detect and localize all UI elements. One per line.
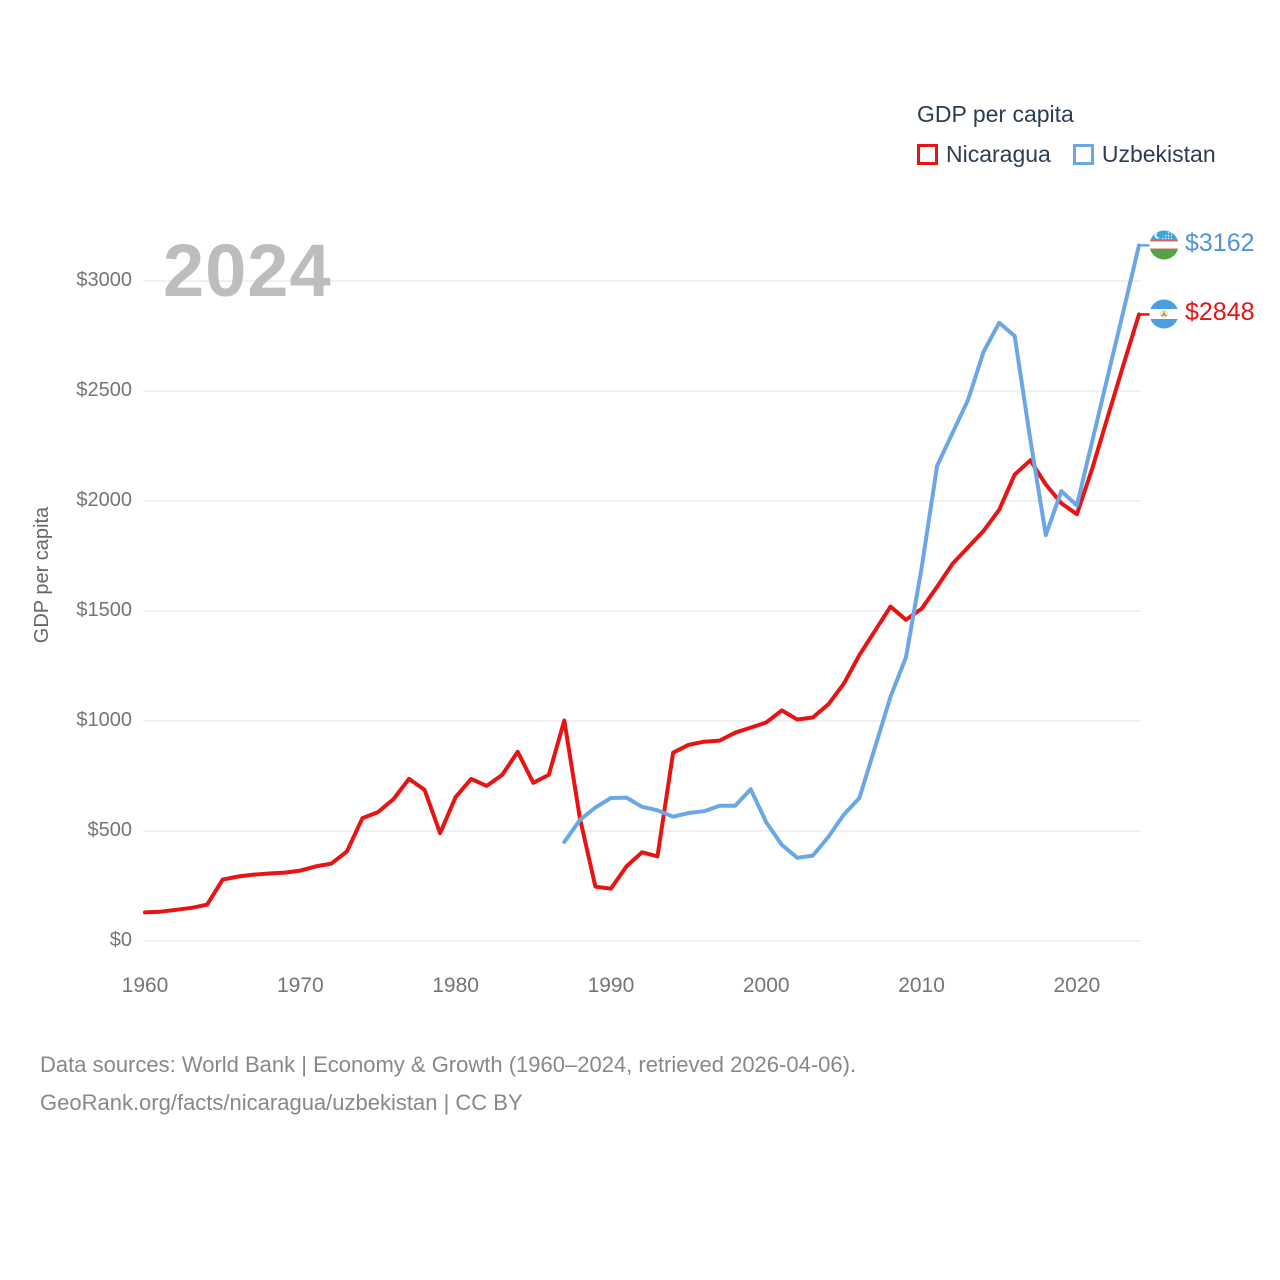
footer-attribution: GeoRank.org/facts/nicaragua/uzbekistan |… — [40, 1090, 523, 1115]
legend-item-nicaragua[interactable]: Nicaragua — [917, 141, 1051, 168]
y-tick-label: $2500 — [76, 379, 132, 401]
y-tick-label: $1000 — [76, 709, 132, 731]
watermark-year: 2024 — [163, 229, 332, 312]
x-tick-label: 2000 — [742, 974, 790, 997]
nicaragua-flag — [1149, 299, 1179, 329]
nicaragua-line — [143, 312, 1141, 915]
footer-sources: Data sources: World Bank | Economy & Gro… — [40, 1052, 857, 1077]
x-tick-label: 1970 — [276, 974, 324, 997]
y-tick-label: $2000 — [76, 489, 132, 511]
x-tick-label: 1960 — [121, 974, 169, 997]
legend-items: Nicaragua Uzbekistan — [917, 141, 1216, 168]
x-tick-label: 2010 — [898, 974, 945, 997]
uzbekistan-line — [562, 243, 1141, 860]
x-tick-label: 2020 — [1053, 974, 1101, 997]
uzbekistan-flag — [1149, 230, 1179, 260]
legend-swatch-icon — [1072, 144, 1094, 165]
footer: Data sources: World Bank | Economy & Gro… — [40, 1046, 856, 1122]
legend-title: GDP per capita — [917, 101, 1074, 127]
y-tick-label: $1500 — [76, 599, 132, 621]
legend-swatch-icon — [917, 144, 938, 165]
legend: GDP per capita Nicaragua Uzbekistan — [917, 101, 1216, 168]
nicaragua-flag-icon — [1149, 299, 1179, 329]
legend-item-label: Nicaragua — [946, 141, 1051, 167]
uzbekistan-end-value-label: $3162 — [1185, 229, 1255, 258]
legend-item-label: Uzbekistan — [1101, 141, 1216, 167]
y-tick-label: $3000 — [76, 269, 132, 291]
y-tick-label: $0 — [109, 929, 132, 951]
x-tick-label: 1990 — [587, 974, 635, 997]
y-tick-label: $500 — [87, 819, 133, 841]
nicaragua-end-value-label: $2848 — [1185, 298, 1255, 327]
legend-item-uzbekistan[interactable]: Uzbekistan — [1072, 141, 1216, 168]
uzbekistan-flag-icon — [1149, 230, 1179, 260]
x-tick-label: 1980 — [432, 974, 479, 997]
